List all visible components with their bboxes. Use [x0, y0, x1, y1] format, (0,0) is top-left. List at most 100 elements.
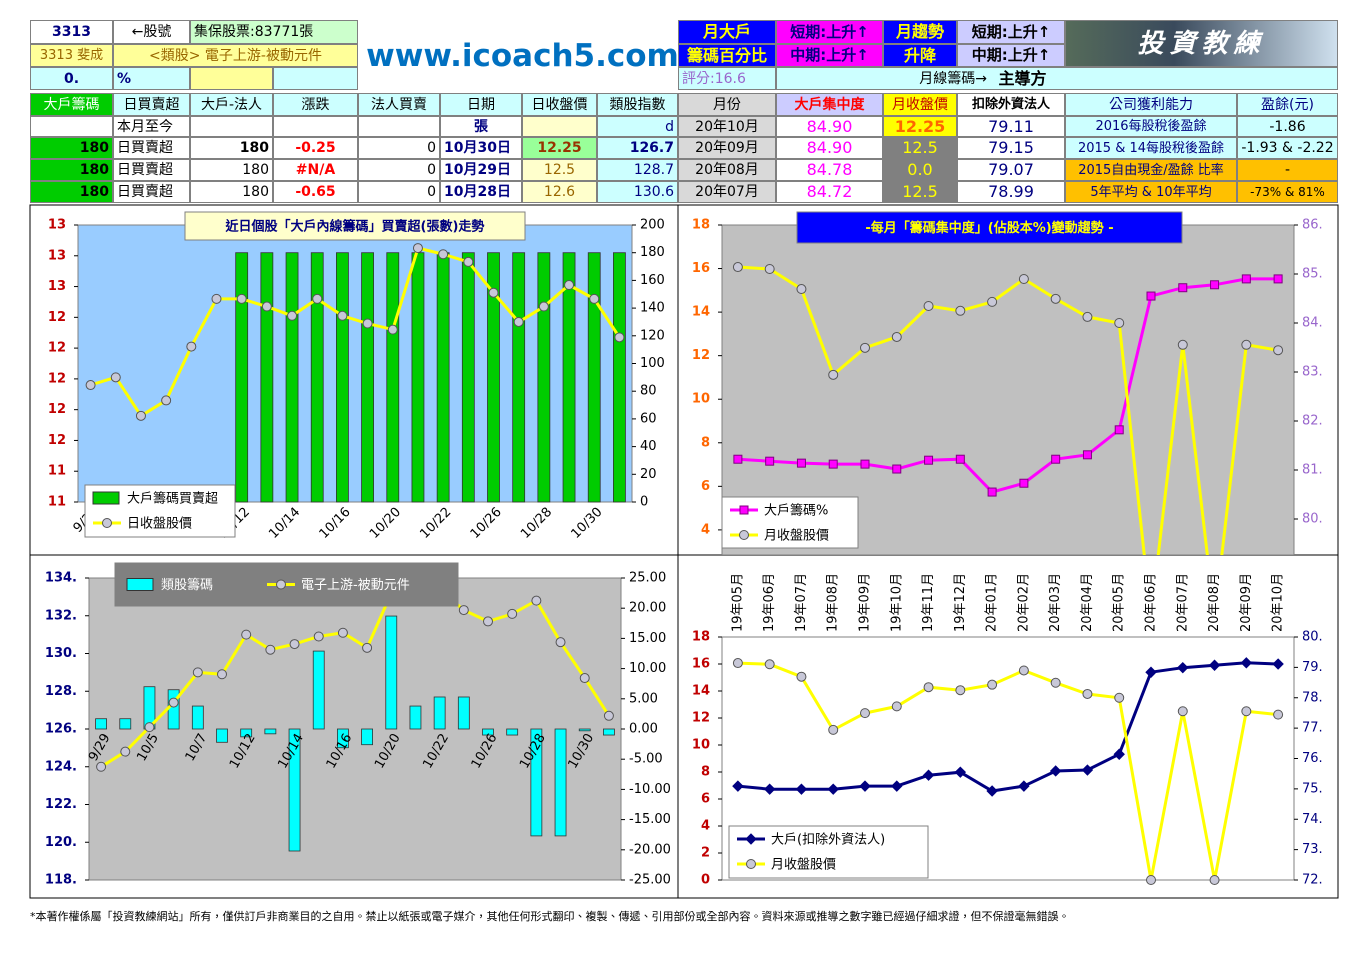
marker: [954, 766, 967, 778]
marker: [144, 722, 155, 733]
table-cell: 日買賣超: [113, 137, 190, 159]
marker: [892, 464, 902, 474]
marker: [589, 293, 600, 304]
marker: [987, 296, 998, 307]
table-cell: [30, 116, 113, 137]
marker: [860, 708, 870, 719]
table-cell: 日買賣超: [113, 159, 190, 181]
table-cell: 本月至今: [113, 116, 190, 137]
marker: [732, 262, 743, 273]
marker: [859, 780, 871, 792]
y2-tick-label: 5.00: [629, 691, 658, 706]
shares: 集保股票:83771張: [190, 20, 358, 44]
table-cell: [522, 116, 597, 137]
y2-tick-label: 84.: [1302, 316, 1323, 331]
table-cell: 0: [358, 181, 440, 203]
table-cell: -1.93 & -2.22: [1237, 137, 1338, 159]
marker: [796, 458, 806, 468]
bar: [411, 252, 425, 503]
marker: [765, 456, 775, 466]
marker: [1019, 478, 1029, 488]
column-header: 大戶集中度: [776, 93, 883, 116]
y2-tick-label: -25.00: [629, 873, 671, 888]
bar: [487, 252, 500, 503]
x-tick-label: 19年12月: [953, 573, 968, 632]
line: [737, 661, 1279, 881]
marker: [236, 293, 247, 304]
score: 評分:16.6: [678, 67, 776, 90]
y-tick-label: 6: [701, 792, 710, 807]
marker: [287, 310, 298, 321]
table-cell: d: [597, 116, 678, 137]
marker: [337, 310, 348, 321]
table-cell: 12.5: [883, 181, 957, 203]
y-tick-label: 8: [701, 765, 710, 780]
y-tick-label: 130.: [45, 646, 77, 661]
bar: [409, 705, 422, 730]
table-cell: 12.5: [522, 159, 597, 181]
table-cell: 180: [190, 159, 273, 181]
marker: [746, 859, 756, 869]
marker: [796, 671, 807, 682]
y2-tick-label: 120: [640, 328, 665, 343]
marker: [1177, 661, 1189, 674]
marker: [531, 595, 542, 606]
marker: [265, 644, 276, 655]
marker: [564, 280, 575, 291]
stock-code: 3313: [30, 20, 113, 44]
marker: [745, 833, 757, 845]
x-tick-label: 20年01月: [985, 573, 1000, 632]
marker: [732, 780, 744, 792]
legend-label: 類股籌碼: [161, 578, 213, 593]
marker: [764, 659, 775, 670]
legend-label: 大戶(扣除外資法人): [771, 833, 885, 848]
chart: [77, 224, 633, 503]
y-tick-label: 12: [48, 310, 66, 325]
table-cell: 20年09月: [678, 137, 776, 159]
marker: [987, 487, 997, 497]
y-tick-label: 12: [692, 711, 710, 726]
marker: [463, 256, 474, 267]
chart-title: 近日個股「大戶內線籌碼」買賣超(張數)走勢: [225, 219, 485, 235]
table-cell: 20年08月: [678, 159, 776, 181]
y2-tick-label: 80.: [1302, 630, 1323, 645]
y-tick-label: 124.: [45, 759, 77, 774]
cell: [776, 67, 1338, 90]
y-tick-label: 12: [48, 433, 66, 448]
marker: [1050, 677, 1061, 688]
marker: [1082, 688, 1093, 699]
y2-tick-label: -20.00: [629, 842, 671, 857]
y2-tick-label: -5.00: [629, 752, 663, 767]
marker: [860, 342, 870, 353]
marker: [488, 287, 499, 298]
column-header: 日買賣超: [113, 93, 190, 116]
bar: [235, 252, 249, 503]
table-cell: 10月29日: [440, 159, 522, 181]
table-cell: 180: [30, 181, 113, 203]
y-tick-label: 13: [48, 279, 66, 294]
x-tick-label: 19年09月: [858, 573, 873, 632]
y2-tick-label: 140: [640, 301, 665, 316]
y2-tick-label: 75.: [1302, 781, 1323, 796]
y-tick-label: 128.: [45, 684, 77, 699]
marker: [313, 631, 324, 642]
marker: [261, 301, 272, 312]
marker: [733, 454, 743, 464]
marker: [1050, 293, 1061, 304]
y2-tick-label: 20: [640, 467, 657, 482]
bar: [119, 718, 132, 730]
bar: [260, 252, 274, 503]
table-cell: 130.6: [597, 181, 678, 203]
bar: [603, 728, 615, 736]
marker: [555, 637, 566, 648]
x-tick-label: 20年02月: [1016, 573, 1031, 632]
marker: [85, 380, 96, 391]
bar: [264, 728, 277, 735]
site-url: www.icoach5.com: [366, 38, 679, 74]
y-tick-label: 8: [701, 435, 710, 450]
marker: [1177, 339, 1188, 350]
table-cell: 2016每股稅後盈餘: [1065, 116, 1237, 137]
bar: [216, 728, 228, 743]
marker: [1178, 283, 1188, 293]
x-tick-label: 20年05月: [1112, 573, 1127, 632]
